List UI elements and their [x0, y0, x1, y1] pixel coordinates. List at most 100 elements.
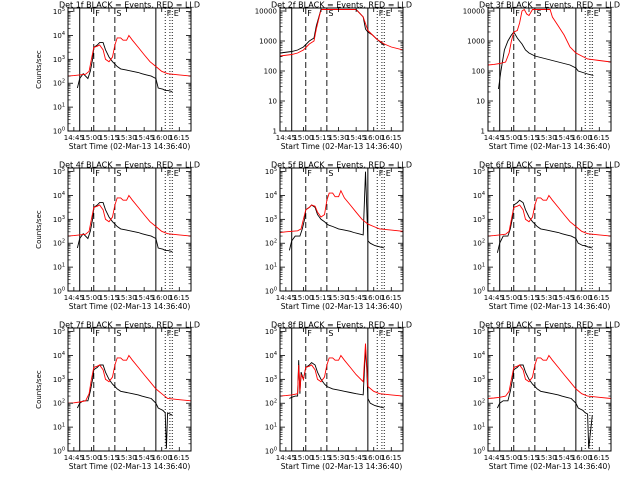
chart-title: Det 3f BLACK = Events, RED = LLD: [479, 1, 620, 10]
chart-title: Det 2f BLACK = Events, RED = LLD: [271, 1, 412, 10]
y-tick-label: 102: [265, 239, 277, 248]
x-tick-label: 15:45: [134, 134, 154, 142]
x-axis-label: Start Time (02-Mar-13 14:36:40): [281, 302, 403, 311]
marker-label: F: [515, 169, 520, 178]
plot-frame: [67, 7, 192, 132]
panel-det-6: F S F E14:4515:0015:1515:3015:4516:0016:151…: [473, 161, 620, 312]
y-tick-label: 105: [53, 327, 65, 336]
y-tick-label: 104: [53, 191, 65, 200]
series-lld-line: [488, 354, 611, 399]
x-axis-label: Start Time (02-Mar-13 14:36:40): [69, 302, 191, 311]
y-axis: 100 101 102 103 104 105: [53, 7, 191, 136]
x-tick-label: 15:00: [501, 134, 521, 142]
plot-frame: [487, 167, 612, 292]
x-axis-label: Start Time (02-Mar-13 14:36:40): [489, 462, 611, 471]
x-tick-label: 15:30: [116, 454, 136, 462]
marker-label: F: [95, 169, 100, 178]
y-tick-label: 100: [473, 287, 485, 296]
marker-label: E: [594, 169, 599, 178]
x-tick-label: 15:15: [99, 134, 119, 142]
panel-det-8: F S F E14:4515:0015:1515:3015:4516:0016:151…: [265, 321, 412, 472]
x-tick-label: 16:15: [589, 294, 609, 302]
x-tick-label: 15:00: [293, 454, 313, 462]
y-tick-label: 101: [265, 263, 277, 272]
y-tick-label: 100: [53, 287, 65, 296]
marker-label: F: [515, 329, 520, 338]
y-axis: 100 101 102 103 104 105: [473, 327, 611, 456]
y-axis: 100 101 102 103 104 105: [53, 167, 191, 296]
marker-label: F: [167, 169, 172, 178]
x-tick-label: 15:45: [346, 294, 366, 302]
x-tick-label: 14:45: [64, 454, 84, 462]
panel-det-1: F S F E14:4515:0015:1515:3015:4516:0016:151…: [35, 1, 200, 152]
x-tick-label: 16:00: [572, 134, 592, 142]
y-tick-label: 10: [268, 98, 277, 106]
marker-label: S: [328, 9, 333, 18]
series-lld-line: [68, 354, 191, 404]
series-lld-line: [488, 194, 611, 237]
marker-label: E: [174, 169, 179, 178]
y-tick-label: 103: [53, 375, 65, 384]
series-events-line: [76, 202, 173, 253]
x-tick-label: 16:15: [381, 294, 401, 302]
marker-label: F: [379, 169, 384, 178]
x-tick-label: 16:00: [152, 134, 172, 142]
marker-label: E: [594, 329, 599, 338]
x-tick-label: 15:30: [116, 134, 136, 142]
y-tick-label: 104: [265, 191, 277, 200]
x-tick-label: 16:15: [169, 294, 189, 302]
y-tick-label: 104: [473, 191, 485, 200]
x-tick-label: 15:15: [311, 134, 331, 142]
y-tick-label: 10000: [255, 8, 277, 16]
chart-title: Det 7f BLACK = Events, RED = LLD: [59, 321, 200, 330]
x-tick-label: 15:00: [501, 294, 521, 302]
y-tick-label: 100: [264, 68, 277, 76]
x-axis-label: Start Time (02-Mar-13 14:36:40): [489, 302, 611, 311]
x-axis-label: Start Time (02-Mar-13 14:36:40): [69, 142, 191, 151]
plot-frame: [279, 167, 404, 292]
marker-label: E: [174, 9, 179, 18]
x-tick-label: 15:15: [99, 294, 119, 302]
series-lld-line: [68, 194, 191, 237]
y-tick-label: 100: [265, 287, 277, 296]
x-tick-label: 15:15: [519, 134, 539, 142]
y-tick-label: 100: [473, 447, 485, 456]
marker-label: F: [167, 329, 172, 338]
series-events-line: [498, 31, 594, 90]
x-tick-label: 16:00: [572, 454, 592, 462]
y-axis: 100 101 102 103 104 105: [53, 327, 191, 456]
y-tick-label: 103: [265, 375, 277, 384]
y-tick-label: 1: [273, 128, 277, 136]
x-tick-label: 15:30: [116, 294, 136, 302]
x-tick-label: 15:30: [328, 134, 348, 142]
x-axis-label: Start Time (02-Mar-13 14:36:40): [281, 462, 403, 471]
plot-frame: [67, 167, 192, 292]
x-axis-label: Start Time (02-Mar-13 14:36:40): [281, 142, 403, 151]
series-lld-line: [280, 343, 403, 397]
chart-title: Det 4f BLACK = Events, RED = LLD: [59, 161, 200, 170]
x-tick-label: 16:15: [169, 134, 189, 142]
plot-frame: [487, 327, 612, 452]
marker-label: S: [328, 329, 333, 338]
x-tick-label: 16:15: [381, 454, 401, 462]
x-tick-label: 14:45: [276, 294, 296, 302]
marker-label: F: [167, 9, 172, 18]
plot-frame: [279, 7, 404, 132]
y-tick-label: 100: [472, 68, 485, 76]
marker-label: F: [587, 9, 592, 18]
chart-title: Det 8f BLACK = Events, RED = LLD: [271, 321, 412, 330]
x-tick-label: 15:30: [536, 454, 556, 462]
marker-label: S: [536, 329, 541, 338]
x-tick-label: 16:15: [381, 134, 401, 142]
x-tick-label: 14:45: [276, 454, 296, 462]
